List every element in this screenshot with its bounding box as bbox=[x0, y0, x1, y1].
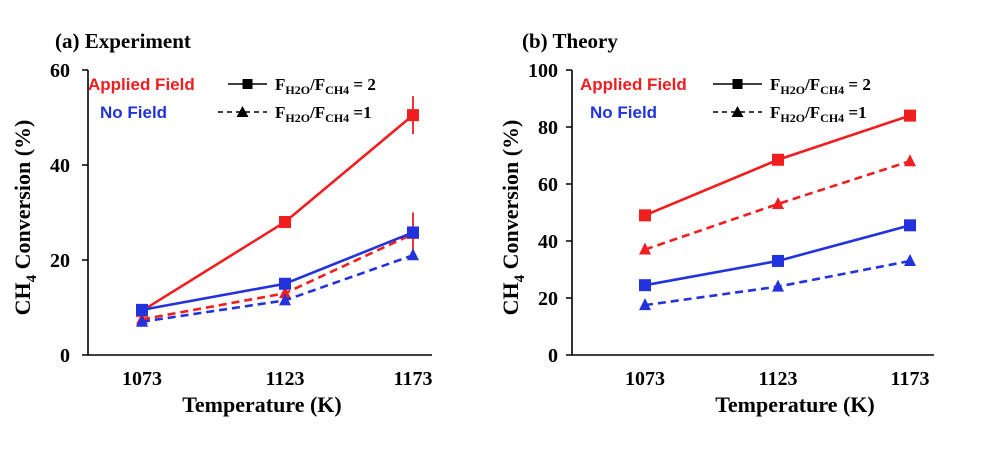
y-axis-label-rest: Conversion (%) bbox=[498, 120, 523, 275]
y-tick-label: 20 bbox=[538, 288, 558, 310]
legend-key-sub1: H2O bbox=[780, 111, 805, 125]
data-point-square bbox=[279, 216, 291, 228]
data-point-triangle bbox=[639, 298, 651, 311]
legend-key-sub2: CH4 bbox=[820, 83, 844, 97]
chart-title: (b) Theory bbox=[522, 29, 618, 53]
legend-key-mid: /F bbox=[309, 75, 325, 94]
legend-key-main: F bbox=[770, 75, 780, 94]
x-tick-label: 1073 bbox=[625, 368, 665, 390]
y-axis-label: CH4 Conversion (%) bbox=[10, 120, 40, 316]
legend-key-main: F bbox=[275, 75, 285, 94]
series-line bbox=[644, 159, 911, 251]
legend-triangle-marker bbox=[236, 106, 249, 117]
legend-no-field: No Field bbox=[100, 103, 167, 122]
legend-no-field: No Field bbox=[590, 103, 657, 122]
data-point-square bbox=[904, 219, 916, 232]
x-tick-label: 1123 bbox=[266, 368, 305, 390]
y-tick-label: 60 bbox=[538, 174, 558, 196]
y-tick-label: 20 bbox=[50, 250, 70, 272]
series-0 bbox=[639, 109, 916, 222]
y-axis-label-main: CH bbox=[10, 282, 35, 315]
data-point-triangle bbox=[136, 314, 148, 327]
legend-key-tail: =1 bbox=[349, 103, 371, 122]
series-3 bbox=[136, 248, 419, 327]
data-point-square bbox=[772, 153, 784, 166]
data-point-triangle bbox=[279, 286, 291, 299]
legend-key-label: FH2O/FCH4 = 2 bbox=[770, 75, 871, 97]
series-line bbox=[141, 114, 414, 312]
x-tick-label: 1173 bbox=[891, 368, 930, 390]
legend-key-label: FH2O/FCH4 = 2 bbox=[275, 75, 376, 97]
y-tick-label: 0 bbox=[548, 345, 558, 367]
data-point-square bbox=[407, 226, 419, 239]
series-2 bbox=[639, 219, 916, 292]
legend-key-main: F bbox=[275, 103, 285, 122]
legend-key-label: FH2O/FCH4 =1 bbox=[275, 103, 372, 125]
data-point-square bbox=[279, 277, 291, 290]
legend-key-tail: = 2 bbox=[349, 75, 376, 94]
legend-applied-field: Applied Field bbox=[88, 75, 195, 94]
y-axis-label: CH4 Conversion (%) bbox=[498, 120, 528, 316]
legend-square-marker bbox=[732, 79, 743, 89]
legend-key-sub2: CH4 bbox=[820, 111, 844, 125]
legend-key-main: F bbox=[770, 103, 780, 122]
legend-key-mid: /F bbox=[804, 75, 820, 94]
data-point-triangle bbox=[639, 242, 651, 255]
y-tick-label: 100 bbox=[528, 60, 558, 82]
data-point-triangle bbox=[904, 253, 916, 266]
series-line bbox=[141, 231, 414, 312]
legend-key-tail: = 2 bbox=[844, 75, 871, 94]
y-tick-label: 40 bbox=[50, 155, 70, 177]
series-3 bbox=[639, 253, 916, 311]
data-point-square bbox=[904, 109, 916, 122]
legend-applied-field: Applied Field bbox=[580, 75, 687, 94]
y-axis-label-rest: Conversion (%) bbox=[10, 120, 35, 275]
legend-key-tail: =1 bbox=[844, 103, 866, 122]
y-axis-label-sub: 4 bbox=[24, 274, 40, 282]
data-point-square bbox=[772, 254, 784, 267]
legend-key-sub1: H2O bbox=[780, 83, 805, 97]
data-point-square bbox=[639, 279, 651, 292]
chart-title: (a) Experiment bbox=[55, 29, 191, 53]
legend-key-sub2: CH4 bbox=[325, 83, 349, 97]
series-0 bbox=[136, 96, 419, 317]
legend-triangle-marker bbox=[731, 106, 744, 117]
data-point-triangle bbox=[772, 196, 784, 209]
y-tick-label: 80 bbox=[538, 117, 558, 139]
y-axis-label-main: CH bbox=[498, 282, 523, 315]
legend-key-mid: /F bbox=[804, 103, 820, 122]
legend-key-label: FH2O/FCH4 =1 bbox=[770, 103, 867, 125]
x-axis-label: Temperature (K) bbox=[182, 392, 341, 417]
data-point-triangle bbox=[279, 293, 291, 306]
x-axis-label: Temperature (K) bbox=[715, 392, 874, 417]
x-tick-label: 1123 bbox=[759, 368, 798, 390]
y-axis-label-sub: 4 bbox=[512, 274, 528, 282]
legend-key-sub2: CH4 bbox=[325, 111, 349, 125]
y-tick-label: 0 bbox=[60, 345, 70, 367]
chart-experiment: (a) Experiment 0 20 40 60 1073 1123 1173 Tempera… bbox=[10, 29, 432, 417]
y-tick-label: 40 bbox=[538, 231, 558, 253]
data-point-triangle bbox=[407, 248, 419, 261]
legend-key-sub1: H2O bbox=[285, 111, 310, 125]
data-point-square bbox=[136, 303, 148, 316]
legend-key-sub1: H2O bbox=[285, 83, 310, 97]
chart-theory: (b) Theory 0 20 40 60 80 100 1073 1123 1173 Temper… bbox=[498, 29, 934, 417]
x-tick-label: 1173 bbox=[394, 368, 433, 390]
data-point-square bbox=[639, 209, 651, 222]
data-point-square bbox=[407, 109, 419, 122]
data-point-triangle bbox=[904, 154, 916, 167]
data-point-triangle bbox=[772, 279, 784, 292]
series-1 bbox=[639, 154, 916, 255]
series-2 bbox=[136, 226, 419, 316]
legend-square-marker bbox=[242, 79, 253, 89]
y-tick-label: 60 bbox=[50, 60, 70, 82]
series-line bbox=[141, 232, 414, 321]
legend-key-mid: /F bbox=[309, 103, 325, 122]
x-tick-label: 1073 bbox=[122, 368, 162, 390]
